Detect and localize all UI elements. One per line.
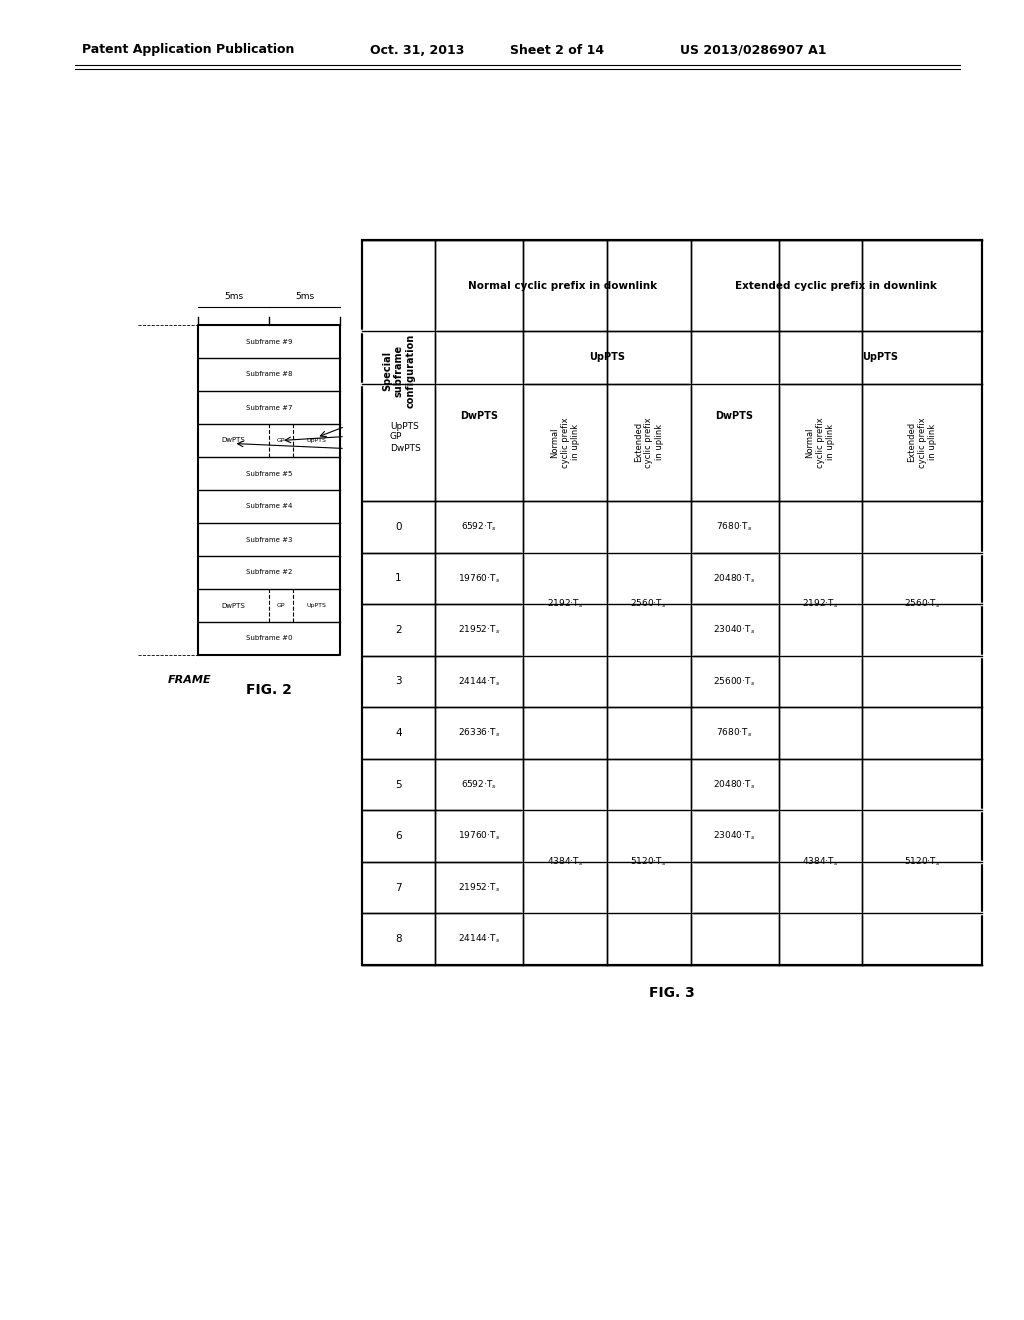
Text: FIG. 3: FIG. 3: [649, 986, 695, 1001]
Text: UpPTS: UpPTS: [306, 603, 327, 609]
Text: Normal
cyclic prefix
in uplink: Normal cyclic prefix in uplink: [550, 417, 580, 467]
Text: DwPTS: DwPTS: [460, 411, 499, 421]
Text: DwPTS: DwPTS: [716, 411, 754, 421]
Text: 2560·T$_s$: 2560·T$_s$: [904, 598, 940, 610]
Text: 21952·T$_s$: 21952·T$_s$: [458, 623, 501, 636]
Text: Extended cyclic prefix in downlink: Extended cyclic prefix in downlink: [735, 281, 937, 290]
Text: UpPTS: UpPTS: [390, 422, 419, 432]
Text: 7680·T$_s$: 7680·T$_s$: [717, 520, 753, 533]
Bar: [362, 240, 982, 965]
Text: GP: GP: [276, 438, 286, 444]
Text: FRAME: FRAME: [168, 675, 212, 685]
Text: 4384·T$_s$: 4384·T$_s$: [547, 855, 584, 869]
Text: 5ms: 5ms: [224, 292, 243, 301]
Text: 0: 0: [395, 521, 401, 532]
Text: 8: 8: [395, 935, 401, 944]
Text: DwPTS: DwPTS: [390, 444, 421, 453]
Text: 26336·T$_s$: 26336·T$_s$: [458, 727, 501, 739]
Text: 4: 4: [395, 729, 401, 738]
Text: Subframe #9: Subframe #9: [246, 338, 292, 345]
Text: 5: 5: [395, 780, 401, 789]
Text: 19760·T$_s$: 19760·T$_s$: [458, 572, 501, 585]
Text: 1: 1: [395, 573, 401, 583]
Text: 7680·T$_s$: 7680·T$_s$: [717, 727, 753, 739]
Text: UpPTS: UpPTS: [589, 352, 625, 363]
Text: 20480·T$_s$: 20480·T$_s$: [714, 779, 756, 791]
Text: 21952·T$_s$: 21952·T$_s$: [458, 882, 501, 894]
Text: 5120·T$_s$: 5120·T$_s$: [904, 855, 940, 869]
Text: Subframe #5: Subframe #5: [246, 470, 292, 477]
Text: 6592·T$_s$: 6592·T$_s$: [461, 779, 497, 791]
Text: 23040·T$_s$: 23040·T$_s$: [714, 623, 756, 636]
Text: UpPTS: UpPTS: [306, 438, 327, 444]
Bar: [362, 240, 982, 965]
Text: Special
subframe
configuration: Special subframe configuration: [382, 334, 415, 408]
Text: Subframe #7: Subframe #7: [246, 404, 292, 411]
Text: 3: 3: [395, 676, 401, 686]
Text: US 2013/0286907 A1: US 2013/0286907 A1: [680, 44, 826, 57]
Text: Oct. 31, 2013: Oct. 31, 2013: [370, 44, 464, 57]
Text: 5120·T$_s$: 5120·T$_s$: [631, 855, 667, 869]
Text: 2192·T$_s$: 2192·T$_s$: [547, 598, 584, 610]
Text: 2192·T$_s$: 2192·T$_s$: [802, 598, 839, 610]
Text: 25600·T$_s$: 25600·T$_s$: [714, 676, 756, 688]
Text: DwPTS: DwPTS: [221, 437, 246, 444]
Text: 7: 7: [395, 883, 401, 892]
Text: 5ms: 5ms: [295, 292, 314, 301]
Text: Subframe #4: Subframe #4: [246, 503, 292, 510]
Bar: [362, 240, 982, 965]
Text: Normal
cyclic prefix
in uplink: Normal cyclic prefix in uplink: [806, 417, 836, 467]
Text: 4384·T$_s$: 4384·T$_s$: [802, 855, 839, 869]
Text: 6592·T$_s$: 6592·T$_s$: [461, 520, 497, 533]
Text: 24144·T$_s$: 24144·T$_s$: [458, 676, 501, 688]
Text: Patent Application Publication: Patent Application Publication: [82, 44, 294, 57]
Text: Sheet 2 of 14: Sheet 2 of 14: [510, 44, 604, 57]
Text: DwPTS: DwPTS: [221, 602, 246, 609]
Text: 23040·T$_s$: 23040·T$_s$: [714, 830, 756, 842]
Text: GP: GP: [276, 603, 286, 609]
Text: 24144·T$_s$: 24144·T$_s$: [458, 933, 501, 945]
Text: Subframe #0: Subframe #0: [246, 635, 292, 642]
Text: 2560·T$_s$: 2560·T$_s$: [631, 598, 667, 610]
Text: Extended
cyclic prefix
in uplink: Extended cyclic prefix in uplink: [634, 417, 664, 467]
Text: FIG. 2: FIG. 2: [246, 682, 292, 697]
Text: GP: GP: [390, 432, 402, 441]
Text: UpPTS: UpPTS: [862, 352, 898, 363]
Text: Subframe #2: Subframe #2: [246, 569, 292, 576]
Text: Extended
cyclic prefix
in uplink: Extended cyclic prefix in uplink: [907, 417, 937, 467]
Text: 6: 6: [395, 832, 401, 841]
Text: 19760·T$_s$: 19760·T$_s$: [458, 830, 501, 842]
Text: Subframe #3: Subframe #3: [246, 536, 292, 543]
Text: 20480·T$_s$: 20480·T$_s$: [714, 572, 756, 585]
Text: Subframe #8: Subframe #8: [246, 371, 292, 378]
Text: 2: 2: [395, 624, 401, 635]
Text: Normal cyclic prefix in downlink: Normal cyclic prefix in downlink: [468, 281, 657, 290]
